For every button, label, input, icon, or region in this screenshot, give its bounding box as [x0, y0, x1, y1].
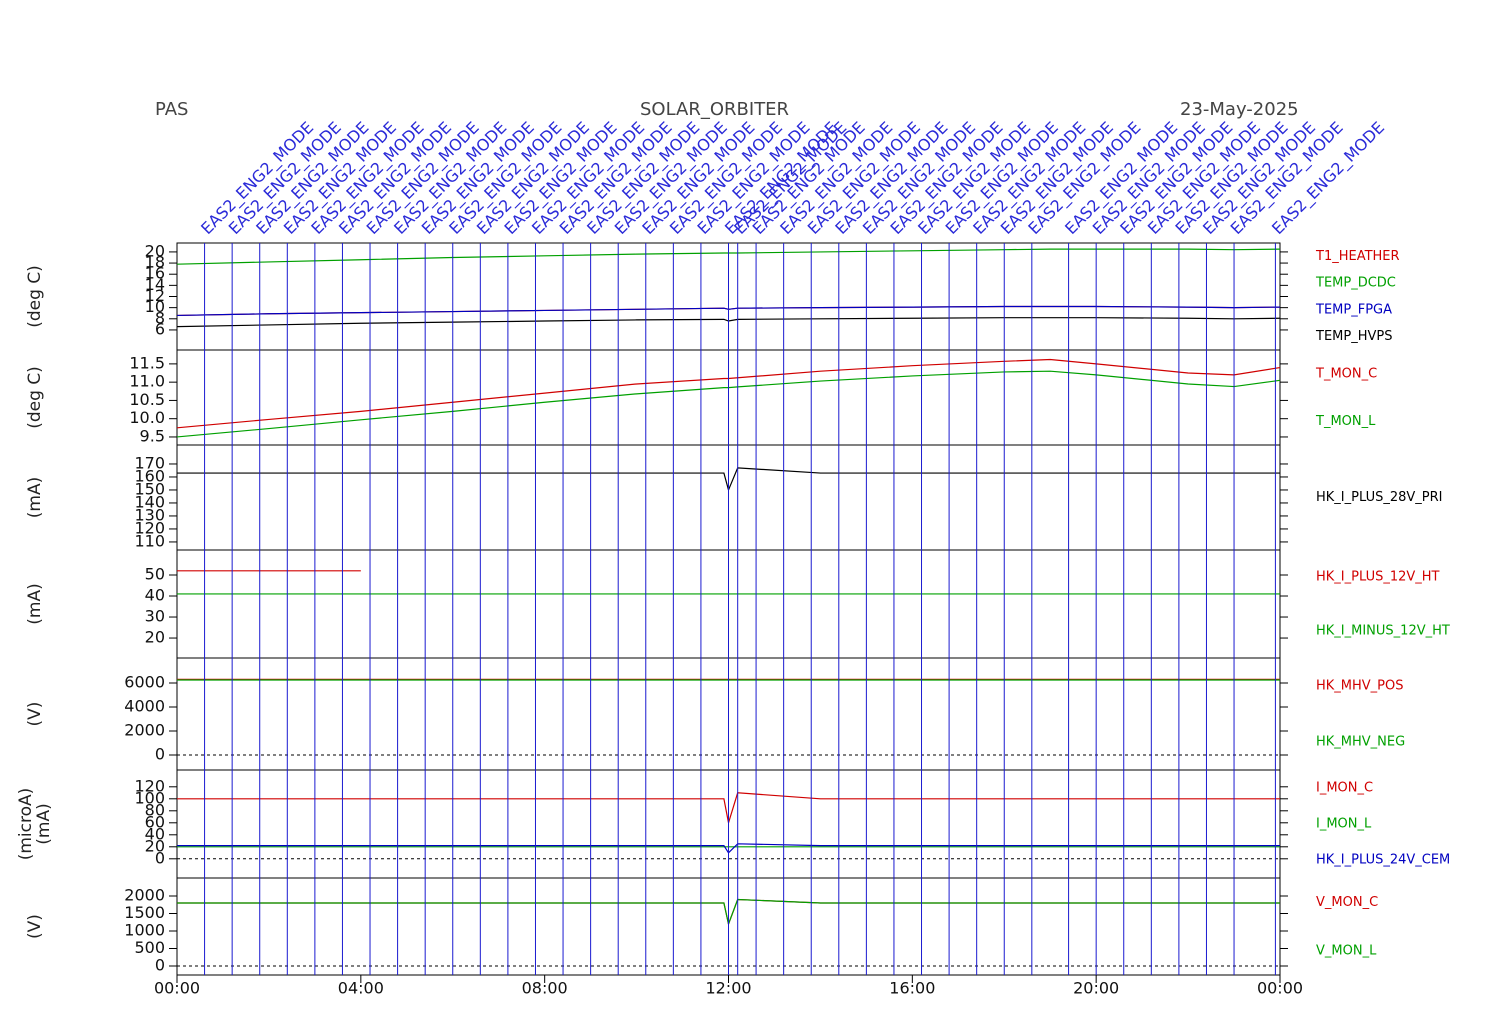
- y-tick-label: 2000: [124, 720, 165, 739]
- legend-label: TEMP_FPGA: [1315, 302, 1392, 317]
- legend-label: T_MON_C: [1315, 366, 1377, 381]
- y-tick-label: 6: [155, 319, 165, 338]
- legend-label: TEMP_HVPS: [1315, 329, 1392, 344]
- x-tick-label: 00:00: [154, 979, 200, 998]
- legend-label: T_MON_L: [1315, 414, 1376, 429]
- y-tick-label: 80: [145, 800, 165, 819]
- y-tick-label: 140: [134, 492, 165, 511]
- y-tick-label: 14: [145, 275, 165, 294]
- y-tick-label: 20: [145, 241, 165, 260]
- y-tick-label: 6000: [124, 672, 165, 691]
- y-tick-label: 40: [145, 586, 165, 605]
- y-tick-label: 100: [134, 788, 165, 807]
- y-axis-label: (mA): [25, 583, 45, 624]
- y-tick-label: 50: [145, 565, 165, 584]
- y-axis-label: (microA): [16, 788, 36, 861]
- y-tick-label: 16: [145, 264, 165, 283]
- mission-label: SOLAR_ORBITER: [640, 99, 789, 120]
- y-tick-label: 20: [145, 836, 165, 855]
- legend-label: HK_MHV_NEG: [1316, 735, 1405, 750]
- y-tick-label: 20: [145, 628, 165, 647]
- y-tick-label: 130: [134, 505, 165, 524]
- legend-label: T1_HEATHER: [1315, 249, 1400, 264]
- y-tick-label: 10.5: [129, 390, 165, 409]
- y-tick-label: 40: [145, 824, 165, 843]
- x-tick-label: 20:00: [1073, 979, 1119, 998]
- y-tick-label: 150: [134, 479, 165, 498]
- y-axis-label: (V): [25, 914, 45, 939]
- y-tick-label: 160: [134, 466, 165, 485]
- y-tick-label: 0: [155, 744, 165, 763]
- legend-label: V_MON_L: [1316, 943, 1377, 958]
- legend-label: HK_I_PLUS_12V_HT: [1316, 570, 1440, 585]
- y-axis-label: (mA): [34, 803, 54, 844]
- y-tick-label: 9.5: [140, 426, 165, 445]
- instrument-label: PAS: [155, 99, 188, 120]
- x-tick-label: 00:00: [1257, 979, 1303, 998]
- y-tick-label: 18: [145, 253, 165, 272]
- y-tick-label: 120: [134, 518, 165, 537]
- y-axis-label: (V): [25, 702, 45, 727]
- y-tick-label: 8: [155, 308, 165, 327]
- legend-label: I_MON_C: [1316, 781, 1373, 796]
- y-tick-label: 1500: [124, 903, 165, 922]
- y-tick-label: 10.0: [129, 408, 165, 427]
- y-axis-label: (deg C): [25, 366, 45, 429]
- x-tick-label: 16:00: [889, 979, 935, 998]
- y-tick-label: 12: [145, 286, 165, 305]
- y-tick-label: 0: [155, 848, 165, 867]
- y-tick-label: 2000: [124, 885, 165, 904]
- x-tick-label: 08:00: [522, 979, 568, 998]
- legend-label: HK_I_PLUS_24V_CEM: [1316, 853, 1450, 868]
- y-tick-label: 1000: [124, 920, 165, 939]
- legend-label: I_MON_L: [1316, 817, 1372, 832]
- y-tick-label: 110: [134, 531, 165, 550]
- y-tick-label: 11.0: [129, 372, 165, 391]
- y-axis-label: (deg C): [25, 265, 45, 328]
- legend-label: HK_I_MINUS_12V_HT: [1316, 624, 1450, 639]
- x-tick-label: 12:00: [705, 979, 751, 998]
- x-tick-label: 04:00: [338, 979, 384, 998]
- y-tick-label: 60: [145, 812, 165, 831]
- y-tick-label: 11.5: [129, 353, 165, 372]
- y-tick-label: 4000: [124, 696, 165, 715]
- legend-label: V_MON_C: [1316, 895, 1378, 910]
- y-axis-label: (mA): [25, 477, 45, 518]
- legend-label: HK_I_PLUS_28V_PRI: [1316, 490, 1442, 505]
- y-tick-label: 170: [134, 453, 165, 472]
- date-label: 23-May-2025: [1180, 99, 1299, 120]
- y-tick-label: 120: [134, 776, 165, 795]
- y-tick-label: 0: [155, 956, 165, 975]
- y-tick-label: 30: [145, 607, 165, 626]
- legend-label: TEMP_DCDC: [1315, 276, 1396, 291]
- legend-label: HK_MHV_POS: [1316, 679, 1404, 694]
- y-tick-label: 10: [145, 297, 165, 316]
- y-tick-label: 500: [134, 938, 165, 957]
